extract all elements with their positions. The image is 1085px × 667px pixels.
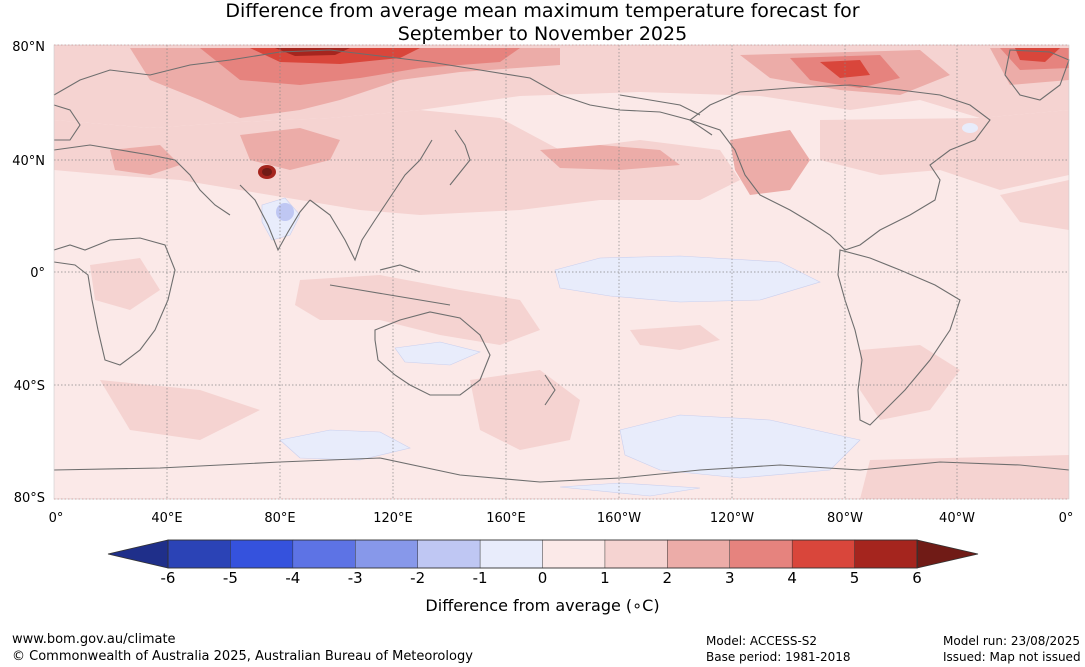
- colorbar-tick-label: -2: [410, 569, 425, 587]
- map-title: Difference from average mean maximum tem…: [0, 0, 1085, 46]
- colorbar-tick-label: 4: [787, 569, 797, 587]
- colorbar-title: Difference from average (∘C): [425, 596, 660, 615]
- website-link[interactable]: www.bom.gov.au/climate: [12, 632, 176, 647]
- footer-run-info: Model run: 23/08/2025 Issued: Map not is…: [943, 633, 1081, 665]
- lon-label: 80°W: [827, 511, 863, 526]
- lon-label: 80°E: [264, 511, 295, 526]
- colorbar-tick-label: 1: [600, 569, 610, 587]
- lat-label: 40°N: [12, 154, 45, 169]
- title-line-1: Difference from average mean maximum tem…: [225, 0, 860, 22]
- model-run-text: Model run: 23/08/2025: [943, 634, 1081, 648]
- lon-label: 120°E: [373, 511, 413, 526]
- coastlines: [53, 49, 1070, 483]
- colorbar-tick-label: -5: [223, 569, 238, 587]
- colorbar-tick-label: -1: [473, 569, 488, 587]
- colorbar-cell: [854, 539, 918, 569]
- lon-label: 40°W: [939, 511, 975, 526]
- colorbar-tick-label: -3: [348, 569, 363, 587]
- issued-text: Issued: Map not issued: [943, 650, 1081, 664]
- colorbar-cell: [167, 539, 232, 569]
- colorbar-tick-label: 6: [912, 569, 922, 587]
- colorbar-tick-label: 2: [663, 569, 673, 587]
- lat-label: 80°N: [12, 40, 45, 55]
- lon-label: 160°E: [486, 511, 526, 526]
- colorbar-tick-label: 5: [850, 569, 860, 587]
- colorbar-tick-label: -6: [161, 569, 176, 587]
- colorbar-cell: [417, 539, 481, 569]
- colorbar-tick-label: 3: [725, 569, 735, 587]
- colorbar-cell: [230, 539, 294, 569]
- lon-label: 160°W: [597, 511, 641, 526]
- colorbar-extend-high: [917, 540, 978, 568]
- lat-label: 80°S: [14, 491, 45, 506]
- copyright-text: © Commonwealth of Australia 2025, Austra…: [12, 649, 473, 664]
- latitude-labels: 80°N 40°N 0° 40°S 80°S: [12, 40, 45, 506]
- lon-label: 40°E: [151, 511, 182, 526]
- colorbar-extend-low: [108, 540, 168, 568]
- colorbar-cell: [729, 539, 793, 569]
- model-text: Model: ACCESS-S2: [706, 634, 818, 648]
- colorbar: -6 -5 -4 -3 -2 -1 0 1 2 3 4 5 6: [107, 539, 979, 587]
- colorbar-cell: [355, 539, 419, 569]
- colorbar-tick-label: 0: [538, 569, 548, 587]
- colorbar-cell: [479, 539, 544, 569]
- longitude-labels: 0° 40°E 80°E 120°E 160°E 160°W 120°W 80°…: [49, 511, 1074, 526]
- lon-label: 120°W: [710, 511, 754, 526]
- colorbar-tick-label: -4: [285, 569, 300, 587]
- colorbar-cell: [604, 539, 669, 569]
- colorbar-cell: [667, 539, 731, 569]
- lon-label: 0°: [49, 511, 64, 526]
- colorbar-cell: [292, 539, 357, 569]
- lon-label: 0°: [1059, 511, 1074, 526]
- lat-label: 0°: [30, 266, 45, 281]
- colorbar-cell: [791, 539, 856, 569]
- lat-label: 40°S: [14, 379, 45, 394]
- title-line-2: September to November 2025: [397, 23, 688, 45]
- footer-model-info: Model: ACCESS-S2 Base period: 1981-2018: [706, 633, 851, 665]
- colorbar-cell: [542, 539, 606, 569]
- footer-left: www.bom.gov.au/climate © Commonwealth of…: [12, 631, 473, 665]
- base-period-text: Base period: 1981-2018: [706, 650, 851, 664]
